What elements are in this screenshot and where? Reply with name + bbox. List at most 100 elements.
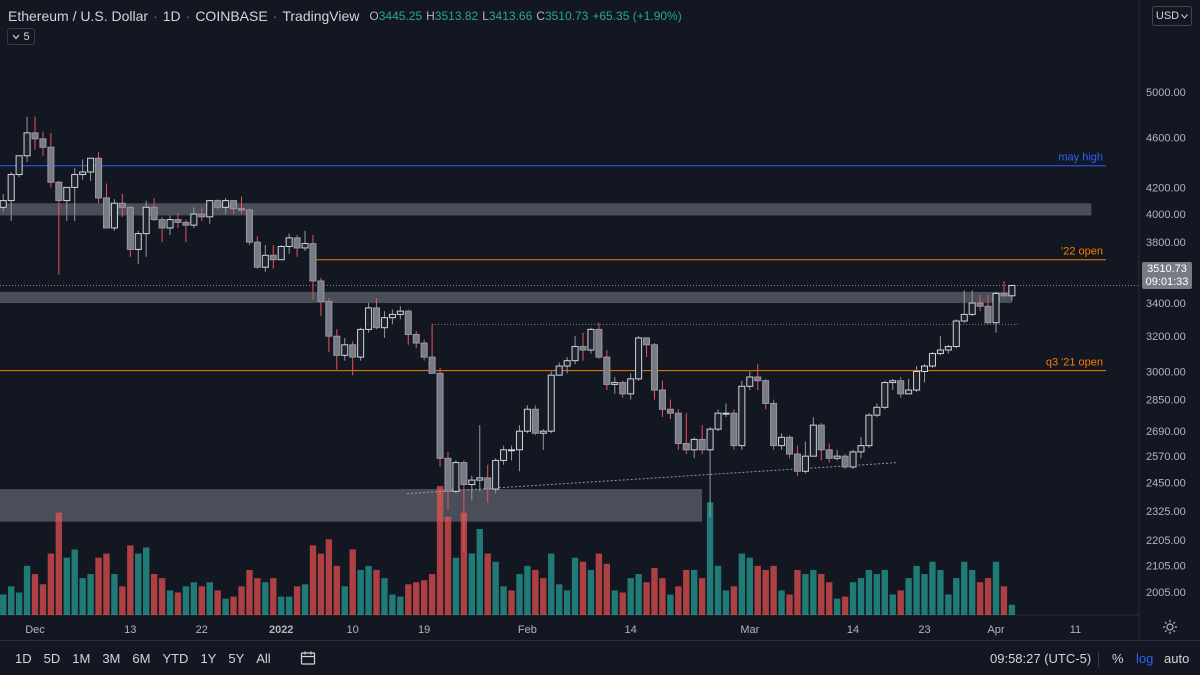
volume-bar xyxy=(143,547,150,615)
price-chart[interactable]: may high '22 open q3 '21 open 5000.00 4600.0… xyxy=(0,0,1200,640)
price-tick-label: 2450.00 xyxy=(1146,477,1186,489)
range-button-1y[interactable]: 1Y xyxy=(200,650,217,666)
candle xyxy=(245,208,253,246)
high-label: H xyxy=(426,9,435,23)
candle xyxy=(500,445,508,465)
level-label: q3 '21 open xyxy=(1046,357,1103,369)
log-toggle[interactable]: log xyxy=(1136,650,1154,666)
candle-body xyxy=(190,213,198,226)
close-value: 3510.73 xyxy=(544,9,589,23)
calendar-icon[interactable] xyxy=(299,649,317,667)
volume-bar xyxy=(651,567,658,615)
range-button-1m[interactable]: 1M xyxy=(72,650,91,666)
candle xyxy=(118,193,126,217)
candle xyxy=(222,197,230,215)
volume-bar xyxy=(135,553,142,615)
volume-bar xyxy=(849,582,857,615)
candle-body xyxy=(388,313,396,319)
candle-body xyxy=(214,200,222,208)
high-value: 3513.82 xyxy=(434,9,479,23)
volume-bar xyxy=(436,486,444,615)
candle-body xyxy=(126,206,134,250)
candle xyxy=(762,378,770,410)
currency-selector[interactable]: USD xyxy=(1152,6,1192,26)
candle-body xyxy=(158,219,166,229)
clock-timezone[interactable]: 09:58:27 (UTC-5) xyxy=(990,650,1092,666)
time-tick-label: 13 xyxy=(124,624,136,636)
candle-body xyxy=(754,376,762,382)
candle xyxy=(484,464,492,503)
auto-toggle[interactable]: auto xyxy=(1164,650,1190,666)
candle-body xyxy=(293,237,301,249)
candle xyxy=(15,155,23,178)
range-button-3m[interactable]: 3M xyxy=(102,650,121,666)
volume-bar xyxy=(63,557,70,615)
volume-bar xyxy=(301,584,309,615)
time-tick-label: Mar xyxy=(740,624,759,636)
separator-dot: · xyxy=(272,8,278,24)
volume-bar xyxy=(397,596,404,615)
candle xyxy=(785,435,794,459)
range-button-all[interactable]: All xyxy=(256,650,271,666)
candle-body xyxy=(1000,292,1008,297)
indicators-toggle-button[interactable]: 5 xyxy=(7,28,35,45)
volume-bar xyxy=(786,594,793,615)
volume-bar xyxy=(524,565,531,615)
percent-toggle[interactable]: % xyxy=(1112,650,1124,666)
volume-bar xyxy=(635,574,642,615)
candle xyxy=(79,159,87,180)
candle xyxy=(150,197,158,221)
volume-bar xyxy=(802,574,809,615)
candle-body xyxy=(714,412,722,430)
volume-bar xyxy=(444,516,452,615)
gear-icon[interactable] xyxy=(1162,619,1178,635)
volume-bar xyxy=(476,529,483,615)
candle xyxy=(365,303,373,333)
candle-body xyxy=(444,457,452,492)
candle xyxy=(865,413,873,448)
volume-bar xyxy=(428,574,436,615)
volume-bar xyxy=(643,582,650,615)
candle-body xyxy=(476,477,484,481)
candle-body xyxy=(746,376,754,387)
volume-bar xyxy=(373,569,380,615)
price-tick-label: 2205.00 xyxy=(1146,535,1186,547)
range-button-5d[interactable]: 5D xyxy=(43,650,61,666)
volume-bar xyxy=(389,594,396,615)
candle-body xyxy=(87,157,95,173)
candle-body xyxy=(833,455,841,459)
range-button-1d[interactable]: 1D xyxy=(15,650,32,666)
range-button-5y[interactable]: 5Y xyxy=(228,650,245,666)
candle xyxy=(31,116,39,150)
candle xyxy=(921,364,929,383)
symbol-title[interactable]: Ethereum / U.S. Dollar xyxy=(8,8,149,24)
candle xyxy=(309,235,317,300)
price-tick-label: 2325.00 xyxy=(1146,506,1186,518)
candle-body xyxy=(357,328,365,358)
volume-bar xyxy=(0,594,7,615)
candle-body xyxy=(174,219,182,223)
volume-bar xyxy=(770,565,777,615)
volume-bar xyxy=(921,574,928,615)
candle xyxy=(0,193,7,212)
time-tick-label: Dec xyxy=(25,624,45,636)
range-button-6m[interactable]: 6M xyxy=(132,650,151,666)
volume-bar xyxy=(190,582,198,615)
candle xyxy=(508,445,516,461)
candle xyxy=(698,425,706,455)
candle-body xyxy=(261,254,269,268)
volume-bar xyxy=(357,569,364,615)
price-tick-label: 3400.00 xyxy=(1146,298,1186,310)
candle-body xyxy=(992,292,1000,324)
volume-bar xyxy=(47,553,55,615)
range-button-ytd[interactable]: YTD xyxy=(162,650,189,666)
candle-body xyxy=(793,453,801,472)
candle-body xyxy=(579,346,587,351)
candle-body xyxy=(404,310,412,335)
bottom-toolbar: 1D 5D 1M 3M 6M YTD 1Y 5Y All 09:58:27 (UTC-5) % … xyxy=(0,640,1200,675)
candle xyxy=(126,205,134,257)
candle xyxy=(595,322,603,359)
level-label: may high xyxy=(1058,152,1103,164)
candle-body xyxy=(881,382,889,408)
interval-label[interactable]: 1D xyxy=(162,8,181,24)
